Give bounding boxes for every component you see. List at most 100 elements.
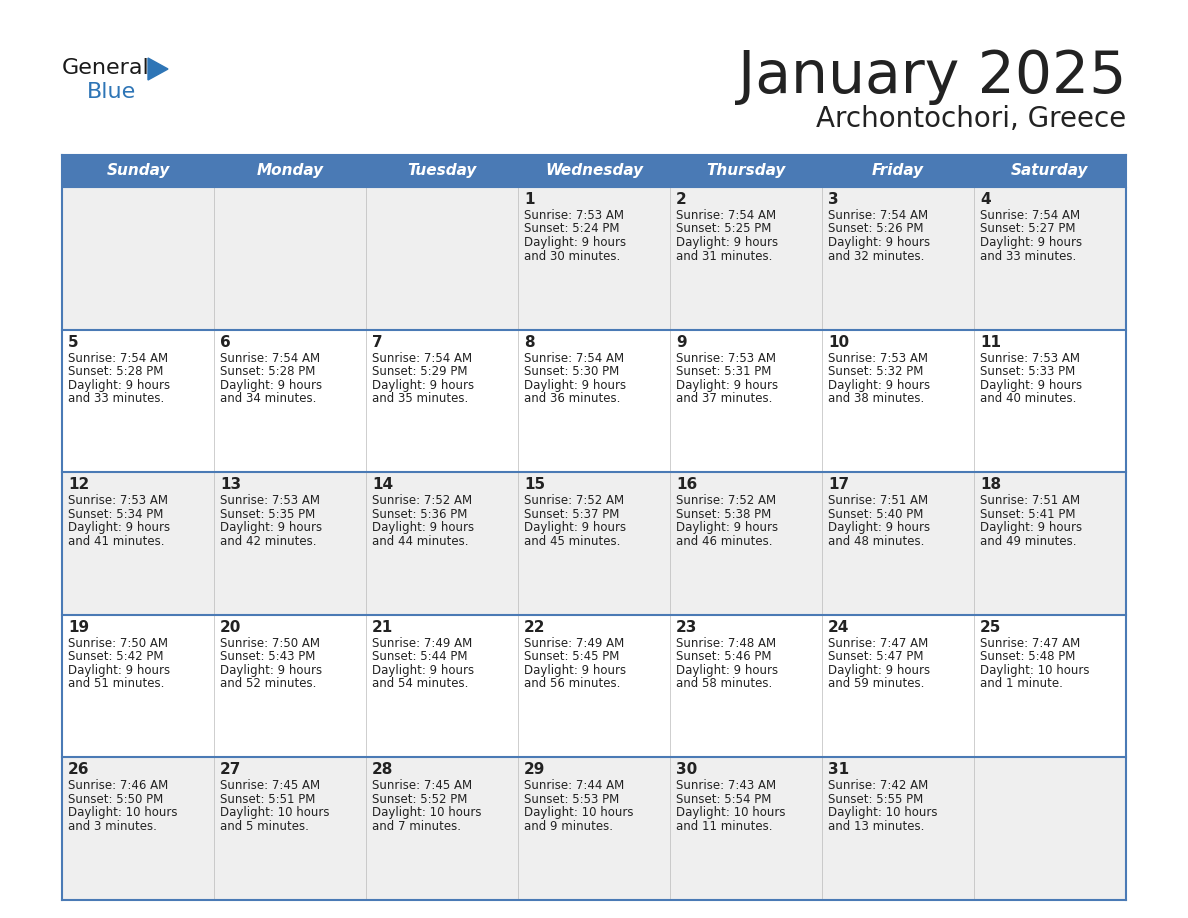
Bar [822, 472, 974, 615]
Text: Daylight: 10 hours: Daylight: 10 hours [524, 806, 633, 820]
Text: and 40 minutes.: and 40 minutes. [980, 392, 1076, 405]
Text: and 30 minutes.: and 30 minutes. [524, 250, 620, 263]
Text: Daylight: 9 hours: Daylight: 9 hours [828, 664, 930, 677]
Text: and 56 minutes.: and 56 minutes. [524, 677, 620, 690]
Text: Sunrise: 7:47 AM: Sunrise: 7:47 AM [980, 637, 1080, 650]
Text: Daylight: 9 hours: Daylight: 9 hours [676, 236, 778, 249]
Text: and 45 minutes.: and 45 minutes. [524, 534, 620, 548]
Text: Sunset: 5:31 PM: Sunset: 5:31 PM [676, 365, 771, 378]
Text: Daylight: 9 hours: Daylight: 9 hours [676, 664, 778, 677]
Text: Daylight: 10 hours: Daylight: 10 hours [676, 806, 785, 820]
Text: Sunset: 5:45 PM: Sunset: 5:45 PM [524, 650, 619, 664]
Text: and 36 minutes.: and 36 minutes. [524, 392, 620, 405]
Bar [670, 615, 822, 757]
Text: Sunset: 5:47 PM: Sunset: 5:47 PM [828, 650, 923, 664]
Bar [670, 330, 822, 472]
Bar [822, 155, 974, 187]
Text: Sunset: 5:38 PM: Sunset: 5:38 PM [676, 508, 771, 521]
Text: Sunrise: 7:51 AM: Sunrise: 7:51 AM [828, 494, 928, 508]
Bar [822, 615, 974, 757]
Bar [974, 187, 1126, 330]
Bar [62, 187, 214, 330]
Text: Daylight: 9 hours: Daylight: 9 hours [68, 378, 170, 392]
Bar [974, 615, 1126, 757]
Text: Sunset: 5:25 PM: Sunset: 5:25 PM [676, 222, 771, 236]
Text: Sunrise: 7:48 AM: Sunrise: 7:48 AM [676, 637, 776, 650]
Text: Daylight: 10 hours: Daylight: 10 hours [372, 806, 481, 820]
Bar [214, 187, 366, 330]
Text: 23: 23 [676, 620, 697, 635]
Bar [62, 330, 214, 472]
Text: Sunrise: 7:54 AM: Sunrise: 7:54 AM [372, 352, 472, 364]
Text: 16: 16 [676, 477, 697, 492]
Text: January 2025: January 2025 [738, 48, 1126, 105]
Text: and 34 minutes.: and 34 minutes. [220, 392, 316, 405]
Bar [670, 187, 822, 330]
Text: Sunset: 5:46 PM: Sunset: 5:46 PM [676, 650, 771, 664]
Text: and 35 minutes.: and 35 minutes. [372, 392, 468, 405]
Bar [670, 472, 822, 615]
Text: Sunrise: 7:47 AM: Sunrise: 7:47 AM [828, 637, 928, 650]
Text: Sunrise: 7:53 AM: Sunrise: 7:53 AM [524, 209, 624, 222]
Text: and 58 minutes.: and 58 minutes. [676, 677, 772, 690]
Text: 29: 29 [524, 763, 545, 778]
Text: 28: 28 [372, 763, 393, 778]
Text: Sunset: 5:54 PM: Sunset: 5:54 PM [676, 793, 771, 806]
Text: Sunrise: 7:46 AM: Sunrise: 7:46 AM [68, 779, 169, 792]
Text: and 11 minutes.: and 11 minutes. [676, 820, 772, 833]
Text: Sunset: 5:28 PM: Sunset: 5:28 PM [68, 365, 164, 378]
Bar [62, 615, 214, 757]
Text: Sunset: 5:50 PM: Sunset: 5:50 PM [68, 793, 163, 806]
Text: Blue: Blue [87, 82, 137, 102]
Text: and 37 minutes.: and 37 minutes. [676, 392, 772, 405]
Text: Sunrise: 7:53 AM: Sunrise: 7:53 AM [980, 352, 1080, 364]
Text: 14: 14 [372, 477, 393, 492]
Bar [214, 472, 366, 615]
Text: Daylight: 9 hours: Daylight: 9 hours [220, 378, 322, 392]
Text: and 3 minutes.: and 3 minutes. [68, 820, 157, 833]
Text: Saturday: Saturday [1011, 163, 1088, 178]
Text: Daylight: 10 hours: Daylight: 10 hours [68, 806, 177, 820]
Text: 4: 4 [980, 192, 991, 207]
Text: Sunset: 5:42 PM: Sunset: 5:42 PM [68, 650, 164, 664]
Text: 17: 17 [828, 477, 849, 492]
Text: Sunset: 5:37 PM: Sunset: 5:37 PM [524, 508, 619, 521]
Bar [518, 472, 670, 615]
Text: Daylight: 9 hours: Daylight: 9 hours [828, 236, 930, 249]
Bar [822, 187, 974, 330]
Text: Thursday: Thursday [707, 163, 785, 178]
Text: Sunset: 5:30 PM: Sunset: 5:30 PM [524, 365, 619, 378]
Text: Sunset: 5:36 PM: Sunset: 5:36 PM [372, 508, 467, 521]
Text: 11: 11 [980, 334, 1001, 350]
Text: Sunrise: 7:52 AM: Sunrise: 7:52 AM [372, 494, 472, 508]
Text: Sunrise: 7:54 AM: Sunrise: 7:54 AM [524, 352, 624, 364]
Text: Sunrise: 7:54 AM: Sunrise: 7:54 AM [828, 209, 928, 222]
Text: Sunset: 5:43 PM: Sunset: 5:43 PM [220, 650, 315, 664]
Text: Daylight: 9 hours: Daylight: 9 hours [524, 236, 626, 249]
Text: Sunrise: 7:54 AM: Sunrise: 7:54 AM [676, 209, 776, 222]
Text: 18: 18 [980, 477, 1001, 492]
Text: 3: 3 [828, 192, 839, 207]
Polygon shape [148, 58, 168, 80]
Text: 10: 10 [828, 334, 849, 350]
Bar [518, 155, 670, 187]
Text: and 52 minutes.: and 52 minutes. [220, 677, 316, 690]
Text: Daylight: 9 hours: Daylight: 9 hours [68, 521, 170, 534]
Bar [822, 757, 974, 900]
Text: Daylight: 9 hours: Daylight: 9 hours [980, 521, 1082, 534]
Text: Sunrise: 7:53 AM: Sunrise: 7:53 AM [220, 494, 320, 508]
Bar [974, 757, 1126, 900]
Bar [518, 757, 670, 900]
Text: Daylight: 9 hours: Daylight: 9 hours [828, 521, 930, 534]
Bar [366, 615, 518, 757]
Text: Sunrise: 7:54 AM: Sunrise: 7:54 AM [220, 352, 320, 364]
Text: Daylight: 9 hours: Daylight: 9 hours [220, 664, 322, 677]
Text: Friday: Friday [872, 163, 924, 178]
Bar [62, 155, 214, 187]
Text: Sunrise: 7:54 AM: Sunrise: 7:54 AM [68, 352, 169, 364]
Text: Monday: Monday [257, 163, 323, 178]
Text: 24: 24 [828, 620, 849, 635]
Text: 9: 9 [676, 334, 687, 350]
Text: 30: 30 [676, 763, 697, 778]
Text: and 5 minutes.: and 5 minutes. [220, 820, 309, 833]
